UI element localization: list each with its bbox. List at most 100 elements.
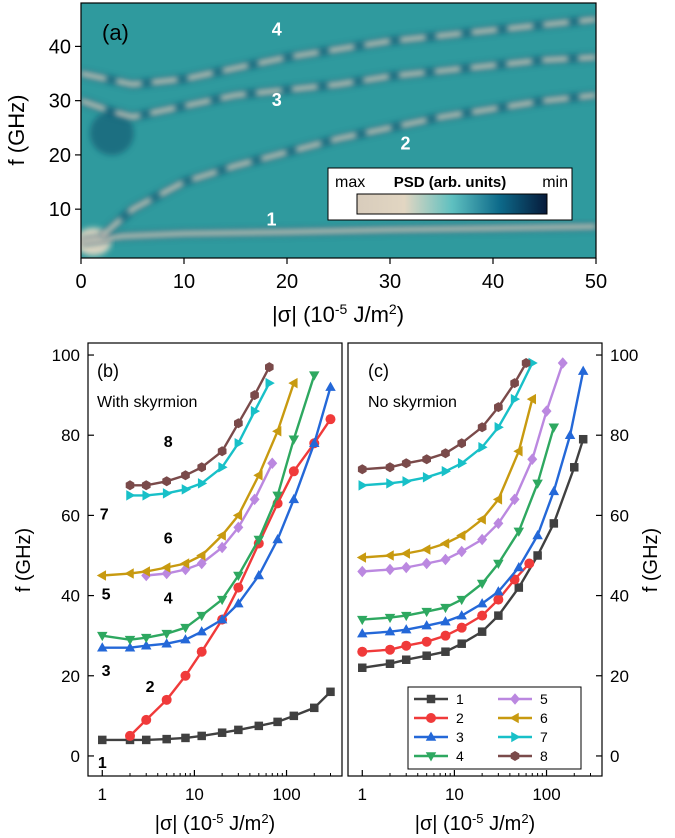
data-point-5	[233, 521, 244, 534]
data-point-1	[533, 551, 542, 560]
y-tick-label-c: 60	[610, 506, 629, 525]
series-line-4	[362, 426, 555, 621]
data-point-8	[457, 438, 466, 449]
data-point-1	[181, 733, 190, 743]
data-point-2	[456, 622, 467, 633]
curve-label-7: 7	[100, 506, 109, 523]
legend-marker-7	[511, 731, 521, 743]
data-point-4	[97, 631, 108, 642]
data-point-1	[514, 583, 524, 592]
y-tick-label-a: 20	[49, 145, 71, 167]
x-tick-label-b: 10	[185, 785, 204, 804]
series-line-8	[362, 362, 528, 471]
data-point-5	[527, 453, 538, 466]
data-point-2	[180, 670, 191, 681]
x-tick-label-c: 1	[358, 785, 367, 804]
data-point-2	[421, 636, 432, 647]
data-point-6	[421, 544, 431, 555]
data-point-3	[180, 634, 191, 644]
data-point-1	[310, 703, 319, 713]
data-point-7	[181, 484, 191, 495]
data-point-8	[422, 454, 431, 465]
data-point-2	[477, 610, 488, 621]
data-point-4	[216, 595, 228, 606]
data-point-6	[196, 550, 206, 561]
data-point-1	[422, 651, 431, 660]
panel-label-c: (c)	[368, 361, 389, 381]
data-point-1	[549, 519, 559, 528]
data-point-2	[357, 646, 368, 657]
data-point-8	[125, 480, 135, 491]
data-point-2	[325, 414, 336, 425]
data-point-1	[326, 687, 335, 697]
data-point-8	[250, 390, 259, 401]
legend-marker-5	[510, 693, 520, 705]
x-tick-label-b: 1	[98, 785, 107, 804]
data-point-1	[162, 734, 171, 744]
x-axis-label-c: |σ| (10-5 J/m2)	[415, 811, 535, 835]
data-point-2	[288, 466, 299, 477]
data-point-2	[161, 694, 172, 705]
y-tick-label-c: 80	[610, 426, 629, 445]
legend-label-7: 7	[540, 729, 548, 745]
data-point-5	[267, 457, 278, 470]
data-point-6	[124, 568, 134, 579]
data-point-4	[272, 491, 283, 501]
data-point-5	[557, 357, 568, 369]
data-point-4	[309, 371, 320, 381]
data-point-7	[234, 437, 244, 449]
data-point-2	[493, 594, 504, 605]
x-tick-label-a: 40	[482, 271, 504, 293]
data-point-6	[456, 530, 466, 541]
data-point-6	[526, 393, 537, 405]
legend: 1 2 3 4 5 6 7 8	[407, 686, 582, 770]
data-point-4	[233, 571, 244, 582]
panel-title-b: With skyrmion	[97, 394, 197, 411]
data-point-5	[456, 545, 467, 558]
data-point-8	[181, 470, 190, 481]
data-point-8	[521, 358, 531, 368]
data-point-1	[457, 639, 466, 648]
colorbar-max-label: max	[335, 174, 365, 191]
mode-label-1: 1	[267, 209, 277, 229]
plot-frame-c	[347, 342, 603, 777]
data-point-3	[288, 493, 300, 504]
data-point-4	[288, 435, 300, 445]
y-tick-label-a: 30	[49, 91, 71, 113]
colorbar-gradient	[356, 193, 548, 215]
plot-frame-a	[80, 2, 597, 259]
colorbar: max PSD (arb. units) min	[327, 167, 573, 221]
curve-label-1: 1	[98, 755, 107, 772]
data-point-3	[325, 381, 336, 391]
data-point-7	[402, 476, 412, 487]
data-point-3	[97, 642, 108, 652]
data-point-6	[384, 550, 394, 561]
data-point-1	[217, 728, 227, 737]
data-point-3	[124, 642, 136, 652]
data-point-3	[253, 570, 265, 580]
y-tick-label-b: 40	[61, 587, 80, 606]
data-point-8	[357, 464, 367, 475]
data-point-1	[578, 434, 588, 444]
series-line-2	[362, 562, 531, 653]
curve-label-8: 8	[164, 434, 173, 451]
heatmap-panel: (a) 4 3 2 1 max PSD (arb. units) min 0 10 20 3…	[4, 2, 607, 327]
data-point-5	[217, 541, 228, 554]
data-point-4	[384, 613, 396, 624]
heatmap-bands	[81, 14, 596, 256]
data-point-3	[456, 610, 467, 620]
data-point-1	[234, 725, 243, 735]
y-tick-label-c: 100	[610, 346, 638, 365]
x-tick-label-a: 20	[276, 271, 298, 293]
data-point-1	[441, 647, 450, 656]
data-point-7	[510, 393, 521, 405]
data-point-4	[421, 607, 432, 618]
data-point-4	[196, 611, 207, 622]
y-tick-label-c: 20	[610, 667, 629, 686]
data-point-7	[478, 441, 488, 453]
data-point-8	[141, 480, 151, 491]
data-point-3	[548, 485, 560, 496]
data-point-4	[357, 615, 368, 626]
y-tick-label-c: 40	[610, 587, 629, 606]
series-line-7	[362, 362, 534, 487]
